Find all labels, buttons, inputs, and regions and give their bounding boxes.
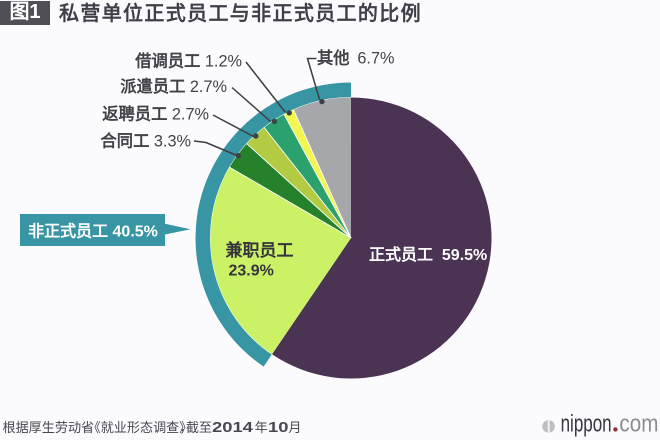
svg-text:派遣员工 2.7%: 派遣员工 2.7% [120,77,227,96]
svg-text:com: com [619,411,658,438]
svg-text:其他 6.7%: 其他 6.7% [317,49,394,68]
svg-text:正式员工 59.5%: 正式员工 59.5% [369,245,487,264]
svg-text:23.9%: 23.9% [229,263,274,280]
svg-text:借调员工 1.2%: 借调员工 1.2% [134,52,242,71]
svg-text:返聘员工 2.7%: 返聘员工 2.7% [102,105,209,124]
svg-text:非正式员工 40.5%: 非正式员工 40.5% [28,222,158,241]
svg-text:合同工 3.3%: 合同工 3.3% [101,131,192,150]
svg-text:nippon: nippon [561,411,612,438]
svg-text:兼职员工: 兼职员工 [226,240,294,260]
